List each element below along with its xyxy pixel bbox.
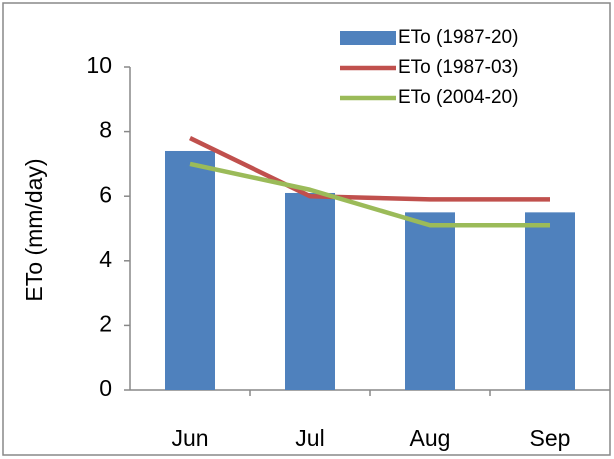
legend-label: ETo (1987-03) — [398, 57, 518, 78]
y-axis-label: ETo (mm/day) — [21, 158, 47, 301]
legend-label: ETo (2004-20) — [398, 87, 518, 108]
y-tick-label: 8 — [99, 117, 112, 143]
y-tick-label: 10 — [86, 52, 112, 78]
bar — [165, 150, 215, 390]
x-tick-label: Jun — [171, 425, 208, 451]
x-tick-label: Sep — [530, 425, 571, 451]
x-tick-label: Jul — [295, 425, 324, 451]
y-tick-label: 0 — [99, 375, 112, 401]
line — [189, 136, 550, 202]
y-tick-label: 6 — [99, 181, 112, 207]
legend-swatch — [340, 31, 396, 45]
y-tick-label: 2 — [99, 310, 112, 336]
legend-label: ETo (1987-20) — [398, 27, 518, 48]
bar — [525, 212, 575, 390]
line — [189, 161, 550, 228]
x-tick-label: Aug — [410, 425, 451, 451]
bar — [405, 212, 455, 390]
bar — [285, 192, 335, 390]
y-tick-label: 4 — [99, 246, 112, 272]
